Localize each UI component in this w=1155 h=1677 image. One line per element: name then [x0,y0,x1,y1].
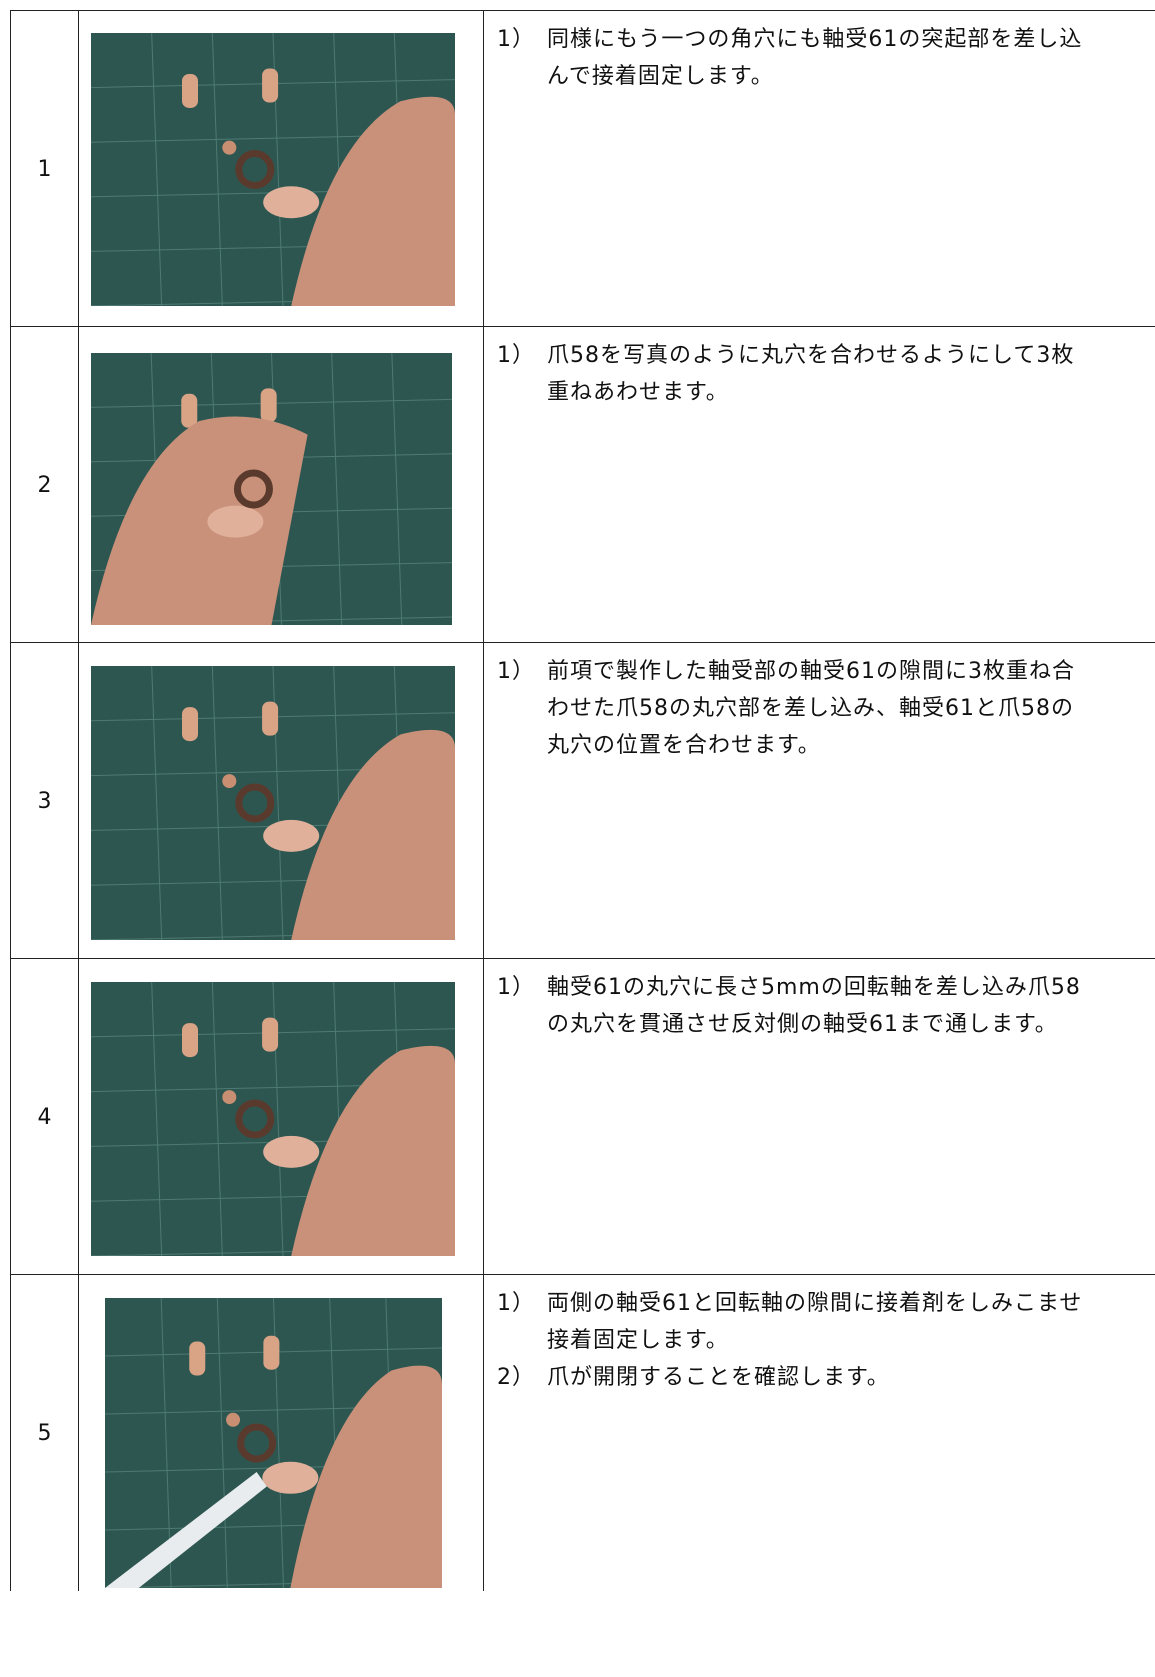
table-row: 5 1） 両側の軸受61と回転軸の隙間に接着剤をしみこませ接着固定します。 2） 爪が… [10,1274,1155,1591]
item-marker: 1） [497,343,535,368]
item-marker: 1） [497,975,535,1000]
photo [105,1298,442,1588]
item-marker: 1） [497,659,535,684]
item-text: 爪が開閉することを確認します。 [547,1365,890,1390]
item-text: 両側の軸受61と回転軸の隙間に接着剤をしみこませ接着固定します。 [547,1291,1083,1353]
step-number: 1 [10,11,79,327]
photo [91,353,452,625]
item-text: 同様にもう一つの角穴にも軸受61の突起部を差し込んで接着固定します。 [547,27,1083,89]
photo-cell [78,327,484,643]
item-text: 前項で製作した軸受部の軸受61の隙間に3枚重ね合わせた爪58の丸穴部を差し込み、… [547,659,1075,758]
photo-cell [78,643,484,959]
table-row: 1 1） 同様にもう一つの角穴にも軸受61の突起部を差し込んで接着固定します。 [10,10,1155,327]
instruction-item: 1） 軸受61の丸穴に長さ5mmの回転軸を差し込み爪58の丸穴を貫通させ反対側の軸… [497,969,1087,1043]
table-row: 2 1） 爪58を写真のように丸穴を合わせるようにして3枚重ねあわせます。 [10,326,1155,643]
instruction-item: 1） 爪58を写真のように丸穴を合わせるようにして3枚重ねあわせます。 [497,337,1087,411]
step-number: 4 [10,959,79,1275]
step-number: 5 [10,1275,79,1591]
item-marker: 1） [497,1291,535,1316]
photo [91,982,455,1256]
instruction-item: 1） 両側の軸受61と回転軸の隙間に接着剤をしみこませ接着固定します。 [497,1285,1087,1359]
photo-cell [78,959,484,1275]
item-text: 爪58を写真のように丸穴を合わせるようにして3枚重ねあわせます。 [547,343,1075,405]
instruction-item: 2） 爪が開閉することを確認します。 [497,1359,1087,1396]
step-number: 3 [10,643,79,959]
description: 1） 両側の軸受61と回転軸の隙間に接着剤をしみこませ接着固定します。 2） 爪が開閉… [497,1285,1087,1396]
table-row: 4 1） 軸受61の丸穴に長さ5mmの回転軸を差し込み爪58の丸穴を貫通させ反対側… [10,958,1155,1275]
description: 1） 軸受61の丸穴に長さ5mmの回転軸を差し込み爪58の丸穴を貫通させ反対側の軸… [497,969,1087,1043]
item-text: 軸受61の丸穴に長さ5mmの回転軸を差し込み爪58の丸穴を貫通させ反対側の軸受6… [547,975,1081,1037]
table-row: 3 1） 前項で製作した軸受部の軸受61の隙間に3枚重ね合わせた爪58の丸穴部を差… [10,642,1155,959]
photo-cell [78,1275,484,1591]
item-marker: 1） [497,27,535,52]
description: 1） 前項で製作した軸受部の軸受61の隙間に3枚重ね合わせた爪58の丸穴部を差し込… [497,653,1087,764]
description: 1） 同様にもう一つの角穴にも軸受61の突起部を差し込んで接着固定します。 [497,21,1087,95]
photo [91,666,455,940]
description: 1） 爪58を写真のように丸穴を合わせるようにして3枚重ねあわせます。 [497,337,1087,411]
step-number: 2 [10,327,79,643]
item-marker: 2） [497,1365,535,1390]
photo-cell [78,11,484,327]
instruction-item: 1） 同様にもう一つの角穴にも軸受61の突起部を差し込んで接着固定します。 [497,21,1087,95]
photo [91,33,455,306]
instruction-item: 1） 前項で製作した軸受部の軸受61の隙間に3枚重ね合わせた爪58の丸穴部を差し込… [497,653,1087,764]
